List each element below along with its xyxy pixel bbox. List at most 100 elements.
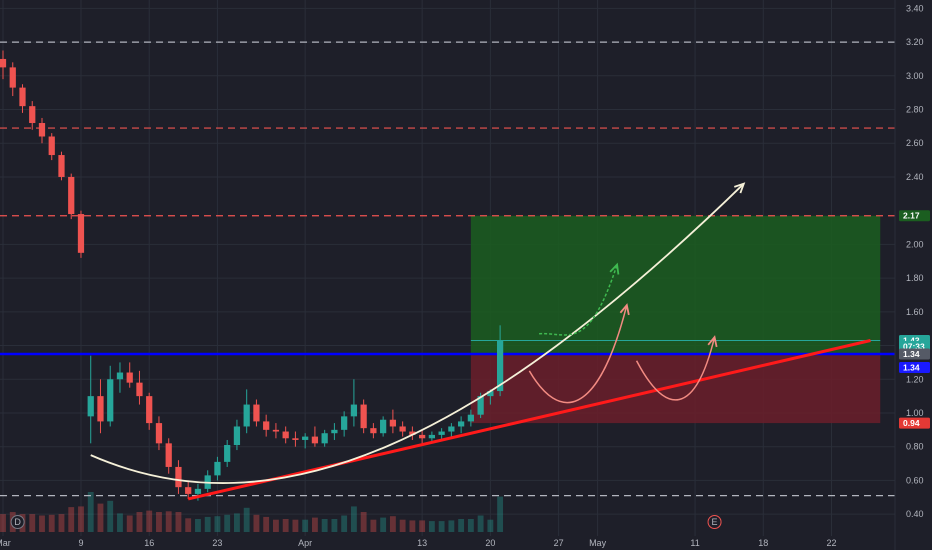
volume-bar: [58, 514, 65, 532]
projection-sketch-path[interactable]: [528, 304, 628, 404]
volume-bar: [185, 518, 192, 532]
price-axis-panel[interactable]: [895, 0, 932, 536]
position-stop-zone[interactable]: [470, 353, 881, 424]
candle-body: [311, 436, 319, 444]
candle-body: [9, 67, 16, 88]
candle-body: [136, 382, 143, 397]
candle-body: [233, 426, 241, 446]
candle-body: [253, 404, 260, 422]
price-tick-label: 3.20: [906, 37, 924, 47]
cup-curve-arrowhead: [734, 182, 746, 194]
projection-sketch-path[interactable]: [539, 264, 618, 336]
candle-body: [331, 429, 338, 434]
horizontal-levels[interactable]: [0, 41, 895, 497]
time-tick-label: 16: [144, 538, 154, 548]
volume-bar: [272, 519, 279, 532]
projection-sketch-arrowhead: [707, 335, 718, 348]
long-position-tool[interactable]: [470, 215, 881, 424]
volume-bar: [0, 514, 6, 532]
price-tick-label: 1.80: [906, 273, 924, 283]
candlestick-series: [0, 50, 504, 501]
time-tick-label: 22: [827, 538, 837, 548]
candle-body: [48, 136, 55, 156]
candle-body: [126, 372, 133, 383]
volume-bar: [165, 511, 172, 532]
event-marker-icon[interactable]: [707, 515, 722, 529]
time-tick-label: May: [589, 538, 607, 548]
time-tick-label: Mar: [0, 538, 11, 548]
volume-bar: [341, 515, 348, 532]
candle-body: [302, 436, 309, 440]
candle-body: [146, 396, 153, 424]
price-badge-label: 2.17: [903, 211, 920, 221]
price-tick-label: 1.60: [906, 307, 924, 317]
candle-body: [0, 58, 7, 68]
projection-sketch-arrowhead: [619, 303, 630, 316]
candle-body: [428, 434, 435, 439]
volume-bar: [292, 519, 299, 532]
volume-bar: [253, 514, 260, 532]
projection-sketch-path[interactable]: [635, 336, 716, 401]
candle-body: [458, 421, 465, 427]
price-badge-label: 1.43: [903, 335, 920, 345]
price-badge-label: 0.94: [903, 418, 920, 428]
candle-body: [97, 396, 104, 422]
candle-body: [263, 421, 270, 430]
price-badge: [899, 210, 930, 222]
cup-curve-arrow[interactable]: [90, 183, 745, 484]
candle-body: [380, 419, 387, 434]
volume-bar: [331, 519, 338, 532]
volume-bar: [380, 517, 387, 532]
price-tick-label: 3.40: [906, 3, 924, 13]
position-target-zone[interactable]: [470, 215, 881, 354]
candle-body: [68, 176, 75, 215]
projection-sketch-arrowhead: [609, 262, 620, 275]
volume-bar: [282, 519, 289, 532]
volume-bar: [224, 514, 231, 532]
candle-body: [87, 396, 94, 417]
candle-body: [155, 423, 163, 444]
candle-body: [243, 404, 250, 427]
volume-bar: [29, 514, 36, 532]
candle-body: [487, 391, 494, 397]
volume-bar: [311, 517, 318, 532]
candle-body: [175, 466, 182, 488]
candle-body: [107, 379, 114, 422]
event-marker-icon[interactable]: [10, 515, 25, 529]
volume-bar: [458, 519, 465, 532]
volume-bar: [146, 510, 153, 532]
candle-body: [165, 443, 172, 467]
volume-bar: [389, 516, 396, 532]
candle-body: [77, 214, 85, 253]
candle-body: [224, 445, 231, 462]
volume-bar: [399, 519, 406, 532]
volume-bar: [448, 520, 455, 532]
volume-bar: [204, 516, 211, 532]
candle-body: [448, 426, 455, 432]
price-badge: [899, 417, 930, 429]
volume-bar: [497, 496, 504, 532]
drawing-annotations[interactable]: [90, 182, 871, 501]
price-tick-label: 0.60: [906, 475, 924, 485]
price-tick-label: 1.20: [906, 374, 924, 384]
price-tick-label: 2.60: [906, 138, 924, 148]
candle-body: [438, 431, 445, 435]
volume-bar: [136, 512, 143, 532]
volume-bar: [302, 519, 309, 532]
candle-body: [185, 487, 192, 494]
time-tick-label: Apr: [298, 538, 312, 548]
volume-bar: [97, 503, 104, 532]
time-axis-panel[interactable]: [0, 536, 932, 550]
trendline[interactable]: [187, 339, 871, 501]
candle-body: [399, 426, 406, 432]
volume-bar: [321, 519, 328, 532]
event-marker-label: E: [712, 517, 718, 527]
price-tick-label: 0.80: [906, 442, 924, 452]
candle-body: [116, 372, 124, 380]
time-tick-label: 20: [485, 538, 495, 548]
